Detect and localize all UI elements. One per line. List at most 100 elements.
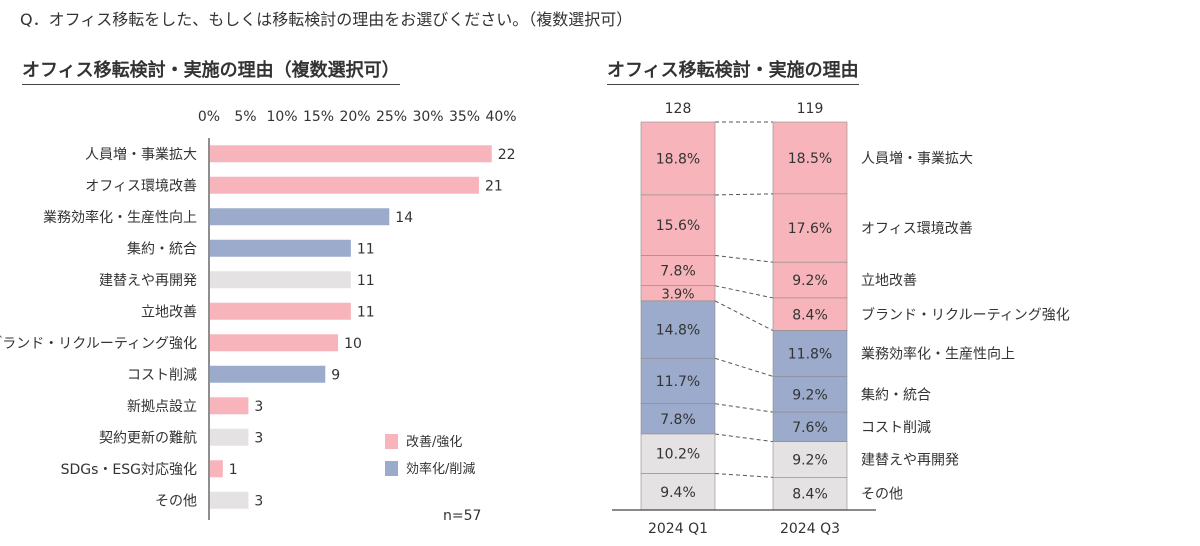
bar-value-label: 11 [357, 273, 375, 289]
bar [210, 334, 339, 352]
segment-value-label: 14.8% [656, 323, 700, 339]
segment-value-label: 18.8% [656, 151, 700, 167]
stacked-segment [772, 477, 848, 511]
left-chart-title: オフィス移転検討・実施の理由（複数選択可） [22, 56, 400, 85]
bar-category-label: コスト削減 [127, 366, 197, 383]
segment-value-label: 17.6% [788, 221, 832, 237]
stacked-segment [640, 255, 716, 287]
legend-label: 改善/強化 [406, 434, 462, 450]
legend-swatch [385, 434, 398, 449]
segment-value-label: 9.2% [792, 387, 828, 403]
bar [210, 176, 479, 194]
column-total-label: 128 [665, 101, 692, 117]
stacked-segment [772, 121, 848, 195]
bar [210, 208, 390, 226]
bar-category-label: ブランド・リクルーティング強化 [0, 335, 197, 352]
question-text: Q．オフィス移転をした、もしくは移転検討の理由をお選びください。（複数選択可） [20, 10, 633, 29]
segment-value-label: 7.6% [792, 420, 828, 436]
segment-value-label: 7.8% [660, 264, 696, 280]
bar [210, 428, 249, 446]
x-tick-label: 15% [303, 109, 334, 125]
segment-category-label: 集約・統合 [861, 386, 931, 403]
stacked-segment [640, 121, 716, 196]
connector-line [714, 403, 774, 413]
bar-value-label: 9 [331, 367, 340, 383]
stacked-segment [640, 300, 716, 359]
segment-value-label: 3.9% [661, 287, 694, 302]
segment-value-label: 9.2% [792, 273, 828, 289]
bar-category-label: 新拠点設立 [127, 399, 197, 415]
segment-category-label: オフィス環境改善 [861, 221, 973, 237]
stacked-segment [772, 411, 848, 442]
bar-category-label: 立地改善 [141, 304, 197, 320]
bar [210, 271, 351, 289]
bar-value-label: 1 [229, 462, 238, 478]
connector-line [714, 357, 774, 377]
segment-value-label: 8.4% [792, 307, 828, 323]
bar [210, 302, 351, 320]
bar [210, 365, 326, 383]
bar-category-label: 人員増・事業拡大 [85, 147, 197, 163]
segment-value-label: 18.5% [788, 151, 832, 167]
column-total-label: 119 [797, 101, 824, 117]
bar-category-label: 契約更新の難航 [99, 430, 197, 446]
legend-swatch [385, 461, 398, 476]
x-tick-label: 5% [234, 109, 256, 125]
x-tick-label: 10% [266, 109, 297, 125]
bar [210, 239, 351, 257]
bar-value-label: 11 [357, 241, 375, 257]
segment-category-label: ブランド・リクルーティング強化 [861, 306, 1070, 323]
x-tick-label: 20% [339, 109, 370, 125]
connector-line [714, 193, 774, 196]
connector-line [714, 300, 774, 332]
connector-line [714, 254, 774, 263]
bar-category-label: 建替えや再開発 [99, 273, 197, 289]
column-label: 2024 Q3 [780, 521, 840, 537]
bar-category-label: 集約・統合 [127, 240, 197, 257]
bar-category-label: その他 [155, 493, 197, 509]
stacked-segment [640, 403, 716, 435]
segment-category-label: コスト削減 [861, 419, 931, 436]
segment-category-label: 人員増・事業拡大 [861, 151, 973, 167]
bar-category-label: オフィス環境改善 [85, 178, 197, 194]
bar-value-label: 3 [254, 399, 263, 415]
stacked-segment [640, 473, 716, 511]
stacked-segment [772, 193, 848, 263]
x-tick-label: 25% [376, 109, 407, 125]
stacked-segment [640, 194, 716, 256]
sample-size-label: n=57 [443, 508, 481, 524]
segment-value-label: 11.7% [656, 374, 700, 390]
legend-label: 効率化/削減 [406, 461, 475, 477]
bar-value-label: 3 [254, 493, 263, 509]
bar-value-label: 14 [395, 210, 413, 226]
x-tick-label: 0% [198, 109, 220, 125]
stacked-segment [772, 441, 848, 478]
connector-line [714, 473, 774, 478]
connector-line [714, 285, 774, 299]
bar [210, 397, 249, 415]
stacked-segment [772, 330, 848, 377]
bar [210, 460, 223, 478]
stacked-segment [640, 433, 716, 474]
segment-value-label: 15.6% [656, 218, 700, 234]
segment-value-label: 7.8% [660, 412, 696, 428]
x-tick-label: 40% [485, 109, 516, 125]
segment-value-label: 8.4% [792, 487, 828, 503]
column-label: 2024 Q1 [648, 521, 708, 537]
bar-value-label: 22 [498, 147, 516, 163]
segment-category-label: その他 [861, 487, 903, 503]
segment-value-label: 10.2% [656, 447, 700, 463]
right-chart-title: オフィス移転検討・実施の理由 [607, 56, 859, 85]
connector-line [714, 433, 774, 443]
stacked-segment [772, 376, 848, 413]
left-bar-chart: 0% 5% 10% 15% 20% 25% 30% 35% 40% 人員増・事業拡大 22 オフィス環… [0, 109, 517, 524]
bar-value-label: 3 [254, 430, 263, 446]
bar [210, 491, 249, 509]
stacked-segment [772, 297, 848, 331]
segment-category-label: 業務効率化・生産性向上 [861, 345, 1015, 362]
bar-value-label: 10 [344, 336, 362, 352]
bar-category-label: SDGs・ESG対応強化 [61, 462, 197, 478]
stacked-segment [772, 261, 848, 299]
segment-value-label: 9.4% [660, 485, 696, 501]
